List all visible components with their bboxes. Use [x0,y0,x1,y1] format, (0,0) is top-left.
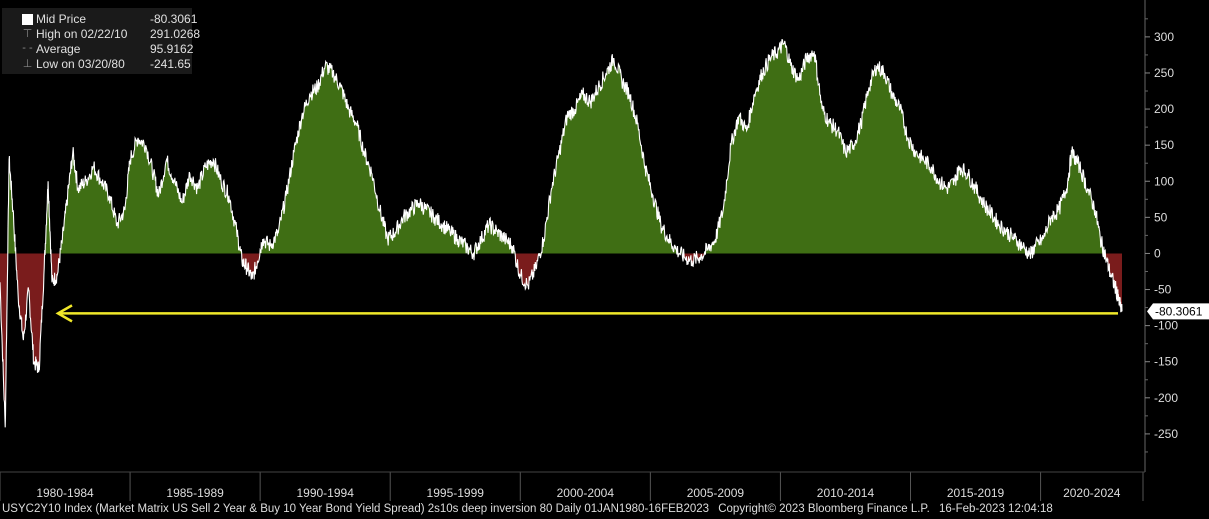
x-tick-label: 1990-1994 [296,486,354,500]
x-tick-label: 1980-1984 [36,486,94,500]
y-tick-label: 300 [1154,30,1174,44]
y-tick-label: 0 [1154,246,1161,260]
y-tick-label: 250 [1154,66,1174,80]
y-tick-label: 150 [1154,138,1174,152]
legend-value: 291.0268 [150,27,201,41]
y-tick-label: 100 [1154,174,1174,188]
x-axis: 1980-1984 1985-1989 1990-1994 1995-1999 2000… [0,471,1145,501]
current-value-tag: -80.3061 [1147,303,1209,320]
spread-series [0,39,1123,428]
spread-line [0,39,1123,428]
legend-row-mid: Mid Price -80.3061 [2,12,197,28]
high-marker-icon: ⊤ [22,28,33,40]
legend-value: -80.3061 [150,12,198,26]
x-tick-label: 1995-1999 [427,486,485,500]
legend-label: Low on 03/20/80 [36,57,125,71]
legend-row-average: ‑ ‑ Average 95.9162 [2,42,194,58]
y-tick-label: 50 [1154,210,1168,224]
footer-description: USYC2Y10 Index (Market Matrix US Sell 2 … [2,503,710,515]
x-tick-label: 2010-2014 [817,486,875,500]
x-tick-label: 2005-2009 [687,486,745,500]
x-tick-label: 2015-2019 [947,486,1005,500]
arrow-head-icon [55,304,73,323]
y-axis: 300 250 200 150 100 50 0 -50 -100 -150 -200 -250 -80… [1144,0,1209,472]
y-tick-label: -50 [1154,283,1172,297]
average-marker-icon: ‑ ‑ [22,42,33,54]
x-tick-label: 2020-2024 [1063,486,1121,500]
y-tick-label: 200 [1154,102,1174,116]
y-tick-label: -250 [1154,427,1178,441]
y-tick-label: -200 [1154,391,1178,405]
legend-label: Average [36,42,81,56]
chart-footer: USYC2Y10 Index (Market Matrix US Sell 2 … [2,503,1209,515]
current-value-tag-background [1147,303,1209,320]
legend-label: Mid Price [36,12,87,26]
current-value-label: -80.3061 [1155,304,1203,318]
footer-timestamp: 16-Feb-2023 12:04:18 [939,503,1053,515]
x-tick-label: 2000-2004 [557,486,615,500]
legend-value: 95.9162 [150,42,194,56]
legend-row-low: ⊥ Low on 03/20/80 -241.65 [2,57,192,73]
legend-panel: Mid Price -80.3061 ⊤ High on 02/22/10 29… [2,8,200,74]
inversion-arrow [55,304,1118,323]
y-tick-label: -100 [1154,319,1178,333]
legend-value: -241.65 [150,57,191,71]
legend-label: High on 02/22/10 [36,27,128,41]
low-marker-icon: ⊥ [22,58,33,70]
legend-row-high: ⊤ High on 02/22/10 291.0268 [2,27,200,43]
mid-price-swatch-icon [22,14,33,25]
footer-copyright: Copyright© 2023 Bloomberg Finance L.P. [718,503,930,515]
y-tick-label: -150 [1154,355,1178,369]
x-tick-label: 1985-1989 [166,486,224,500]
